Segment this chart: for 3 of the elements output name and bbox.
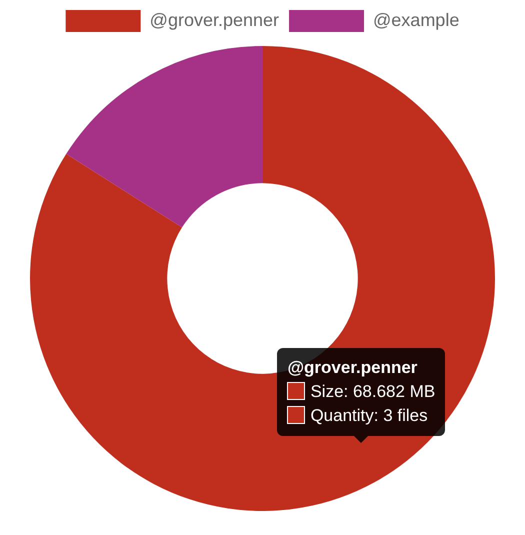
legend-label: @grover.penner xyxy=(150,10,280,30)
legend-label: @example xyxy=(373,10,460,30)
tooltip: @grover.penner Size: 68.682 MB Quantity: 3 files xyxy=(277,348,446,436)
